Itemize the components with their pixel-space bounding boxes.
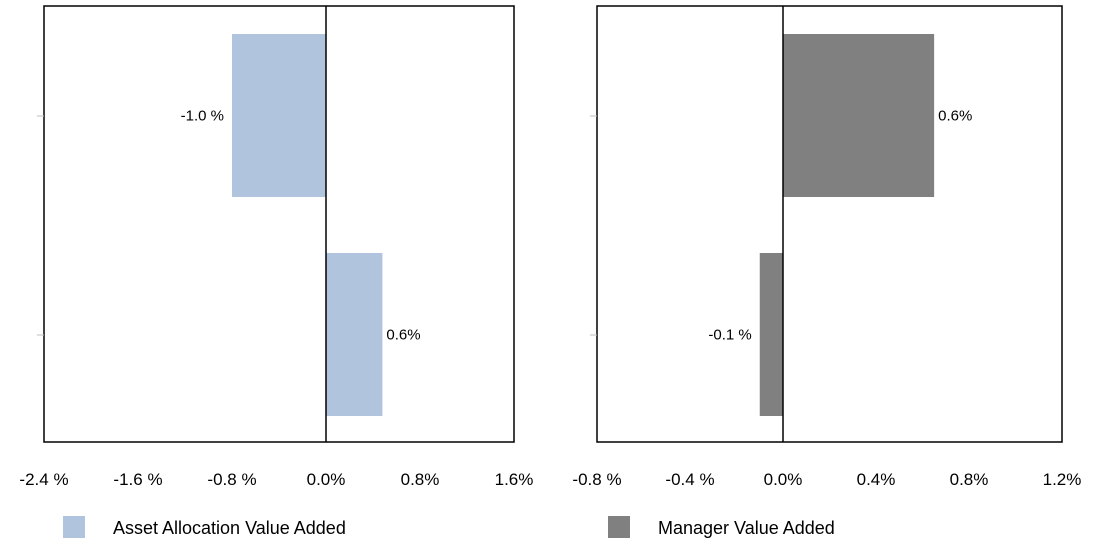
bar	[759, 253, 783, 416]
x-tick-label: 0.8%	[950, 470, 989, 489]
bar	[783, 34, 935, 197]
bar	[232, 34, 326, 197]
x-tick-label: -0.8 %	[207, 470, 256, 489]
x-tick-label: 0.0%	[307, 470, 346, 489]
bar-value-label: -1.0 %	[181, 108, 224, 125]
bar-value-label: -0.1 %	[708, 327, 751, 344]
x-tick-label: -2.4 %	[19, 470, 68, 489]
bar-value-label: 0.6%	[938, 108, 972, 125]
x-tick-label: -0.4 %	[665, 470, 714, 489]
x-tick-label: 0.0%	[764, 470, 803, 489]
legend-label: Asset Allocation Value Added	[113, 518, 346, 538]
x-tick-label: 1.6%	[495, 470, 534, 489]
bar	[326, 253, 383, 416]
legend-swatch	[63, 516, 85, 538]
plot-frame	[596, 5, 1063, 443]
x-tick-label: -0.8 %	[572, 470, 621, 489]
legend-label: Manager Value Added	[658, 518, 835, 538]
plot-frame	[43, 5, 515, 443]
legend-swatch	[608, 516, 630, 538]
x-tick-label: -1.6 %	[113, 470, 162, 489]
bar-value-label: 0.6%	[386, 327, 420, 344]
x-tick-label: 0.8%	[401, 470, 440, 489]
x-tick-label: 1.2%	[1043, 470, 1082, 489]
x-tick-label: 0.4%	[857, 470, 896, 489]
